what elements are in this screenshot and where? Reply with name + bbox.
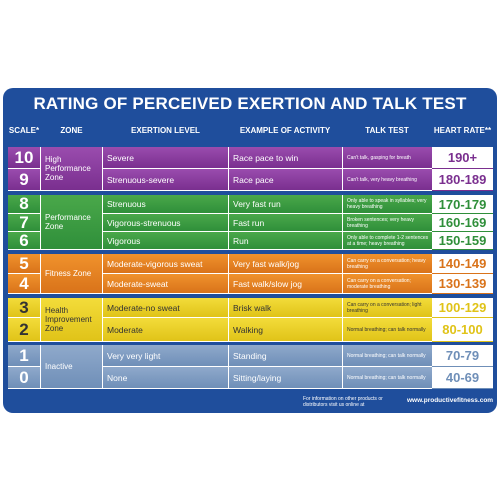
- talk-cell: Can't talk, gasping for breath: [342, 147, 432, 169]
- footer-info: For information on other products or dis…: [303, 396, 383, 408]
- activity-cell: Run: [228, 232, 342, 250]
- scale-cell: 5: [8, 254, 40, 274]
- heart-rate-cell: 70-79: [432, 345, 493, 367]
- title: RATING OF PERCEIVED EXERTION AND TALK TE…: [33, 94, 467, 113]
- scale-cell: 9: [8, 169, 40, 191]
- talk-cell: Only able to complete 1-2 sentences at a…: [342, 232, 432, 250]
- exertion-cell: Moderate: [103, 318, 228, 342]
- activity-cell: Very fast walk/jog: [228, 254, 342, 274]
- talk-cell: Can carry on a conversation; moderate br…: [342, 274, 432, 294]
- scale-cell: 4: [8, 274, 40, 294]
- scale-cell: 8: [8, 194, 40, 214]
- talk-cell: Can carry on a conversation; light breat…: [342, 298, 432, 318]
- activity-cell: Fast run: [228, 214, 342, 232]
- exertion-cell: Vigorous: [103, 232, 228, 250]
- zone-cell: Inactive: [40, 345, 103, 389]
- heart-rate-cell: 160-169: [432, 214, 493, 232]
- exertion-cell: Moderate-sweat: [103, 274, 228, 294]
- column-header: EXERTION LEVEL: [131, 126, 200, 135]
- footer-url: www.productivefitness.com: [407, 397, 494, 404]
- heart-rate-cell: 80-100: [432, 318, 493, 342]
- activity-cell: Walking: [228, 318, 342, 342]
- activity-cell: Race pace: [228, 169, 342, 191]
- talk-cell: Can't talk, very heavy breathing: [342, 169, 432, 191]
- column-header: TALK TEST: [365, 126, 409, 135]
- column-header: HEART RATE**: [433, 126, 492, 135]
- heart-rate-cell: 100-129: [432, 298, 493, 318]
- heart-rate-cell: 40-69: [432, 367, 493, 389]
- talk-cell: Normal breathing; can talk normally: [342, 367, 432, 389]
- heart-rate-cell: 180-189: [432, 169, 493, 191]
- zone-cell: Performance Zone: [40, 195, 103, 250]
- activity-cell: Standing: [228, 345, 342, 367]
- zone-cell: Health Improvement Zone: [40, 298, 103, 342]
- heart-rate-cell: 170-179: [432, 195, 493, 214]
- scale-cell: 2: [8, 318, 40, 342]
- scale-cell: 1: [8, 345, 40, 367]
- scale-cell: 10: [8, 147, 40, 169]
- scale-cell: 0: [8, 367, 40, 389]
- heart-rate-cell: 150-159: [432, 232, 493, 250]
- activity-cell: Very fast run: [228, 195, 342, 214]
- heart-rate-cell: 190+: [432, 147, 493, 169]
- activity-cell: Sitting/laying: [228, 367, 342, 389]
- talk-cell: Normal breathing; can talk normally: [342, 318, 432, 342]
- talk-cell: Can carry on a conversation; heavy breat…: [342, 254, 432, 274]
- scale-cell: 3: [8, 298, 40, 318]
- activity-cell: Fast walk/slow jog: [228, 274, 342, 294]
- scale-cell: 7: [8, 213, 40, 232]
- column-header: SCALE*: [8, 126, 40, 135]
- activity-cell: Race pace to win: [228, 147, 342, 169]
- exertion-cell: Strenuous-severe: [103, 169, 228, 191]
- heart-rate-cell: 130-139: [432, 274, 493, 294]
- exertion-cell: Vigorous-strenuous: [103, 214, 228, 232]
- exertion-cell: Severe: [103, 147, 228, 169]
- poster: RATING OF PERCEIVED EXERTION AND TALK TE…: [3, 88, 497, 413]
- zone-cell: High Performance Zone: [40, 147, 103, 191]
- zone-cell: Fitness Zone: [40, 254, 103, 294]
- exertion-cell: Strenuous: [103, 195, 228, 214]
- activity-cell: Brisk walk: [228, 298, 342, 318]
- exertion-cell: Moderate-vigorous sweat: [103, 254, 228, 274]
- talk-cell: Only able to speak in syllables; very he…: [342, 195, 432, 214]
- column-header: EXAMPLE OF ACTIVITY: [239, 126, 331, 135]
- heart-rate-cell: 140-149: [432, 254, 493, 274]
- exertion-cell: None: [103, 367, 228, 389]
- exertion-cell: Moderate-no sweat: [103, 298, 228, 318]
- exertion-cell: Very very light: [103, 345, 228, 367]
- scale-cell: 6: [8, 231, 40, 250]
- column-header: ZONE: [60, 126, 83, 135]
- talk-cell: Broken sentences; very heavy breathing: [342, 214, 432, 232]
- talk-cell: Normal breathing; can talk normally: [342, 345, 432, 367]
